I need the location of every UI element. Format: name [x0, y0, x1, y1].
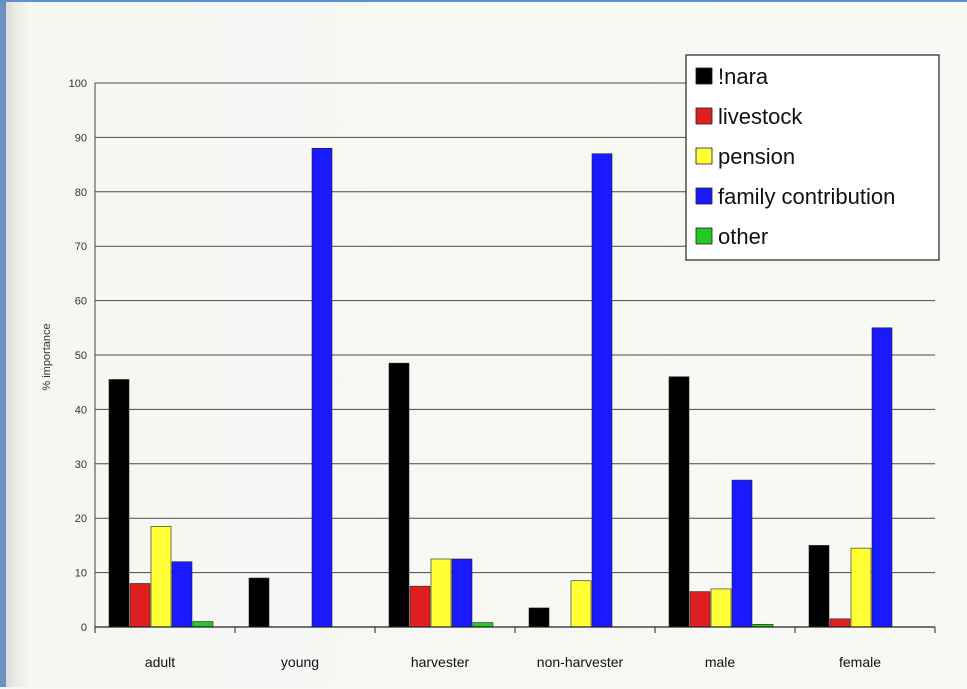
category-labels: adult young harvester non-harvester male fema… [145, 654, 881, 670]
legend-swatch [695, 187, 713, 205]
bar-pension-female [850, 547, 872, 628]
bar--nara-male [668, 376, 690, 628]
category-label: female [839, 654, 881, 670]
bar-pension-adult [150, 526, 172, 628]
bar-other-adult [192, 621, 214, 628]
y-axis-label: % importance [41, 323, 53, 390]
y-tick-label: 90 [75, 132, 87, 144]
legend-label: other [718, 224, 768, 249]
bar--nara-non-harvester [528, 607, 550, 628]
y-tick-label: 100 [69, 78, 87, 90]
bar-family-contribution-non-harvester [591, 153, 613, 628]
y-tick-label: 30 [75, 459, 87, 471]
category-label: adult [145, 654, 175, 670]
legend-label: family contribution [718, 184, 895, 209]
category-label: harvester [411, 654, 470, 670]
bar-family-contribution-female [871, 327, 893, 628]
bar--nara-harvester [388, 362, 410, 628]
legend-swatch [695, 147, 713, 165]
bar-family-contribution-harvester [451, 558, 473, 628]
y-tick-label: 70 [75, 241, 87, 253]
bar--nara-female [808, 545, 830, 628]
category-label: male [705, 654, 736, 670]
category-label: non-harvester [537, 654, 624, 670]
legend-box [685, 54, 940, 261]
bar-family-contribution-adult [171, 561, 193, 628]
category-label: young [281, 654, 319, 670]
bar--nara-adult [108, 379, 130, 628]
bar-pension-male [710, 588, 732, 628]
bar-family-contribution-male [731, 479, 753, 628]
y-tick-label: 10 [75, 568, 87, 580]
bar-pension-harvester [430, 558, 452, 628]
bar-pension-non-harvester [570, 580, 592, 628]
bar-livestock-female [829, 618, 851, 628]
legend-swatch [695, 107, 713, 125]
y-tick-labels: 0 10 20 30 40 50 60 70 80 90 100 [69, 78, 87, 634]
window-frame-edge [0, 2, 6, 687]
bar-other-harvester [472, 622, 494, 628]
bar-family-contribution-young [311, 147, 333, 628]
bar-livestock-male [689, 591, 711, 628]
legend-swatch [695, 227, 713, 245]
legend-label: pension [718, 144, 795, 169]
bar--nara-young [248, 577, 270, 628]
legend: !nara livestock pension family contribution… [685, 54, 940, 261]
bars [108, 147, 893, 628]
legend-swatch [695, 67, 713, 85]
y-tick-label: 50 [75, 350, 87, 362]
bar-livestock-harvester [409, 585, 431, 628]
y-tick-label: 80 [75, 187, 87, 199]
legend-label: livestock [718, 104, 803, 129]
y-tick-label: 60 [75, 296, 87, 308]
bar-livestock-adult [129, 583, 151, 628]
y-tick-label: 20 [75, 513, 87, 525]
x-axis [94, 83, 936, 633]
legend-label: !nara [718, 64, 769, 89]
y-tick-label: 0 [81, 622, 87, 634]
y-tick-label: 40 [75, 404, 87, 416]
